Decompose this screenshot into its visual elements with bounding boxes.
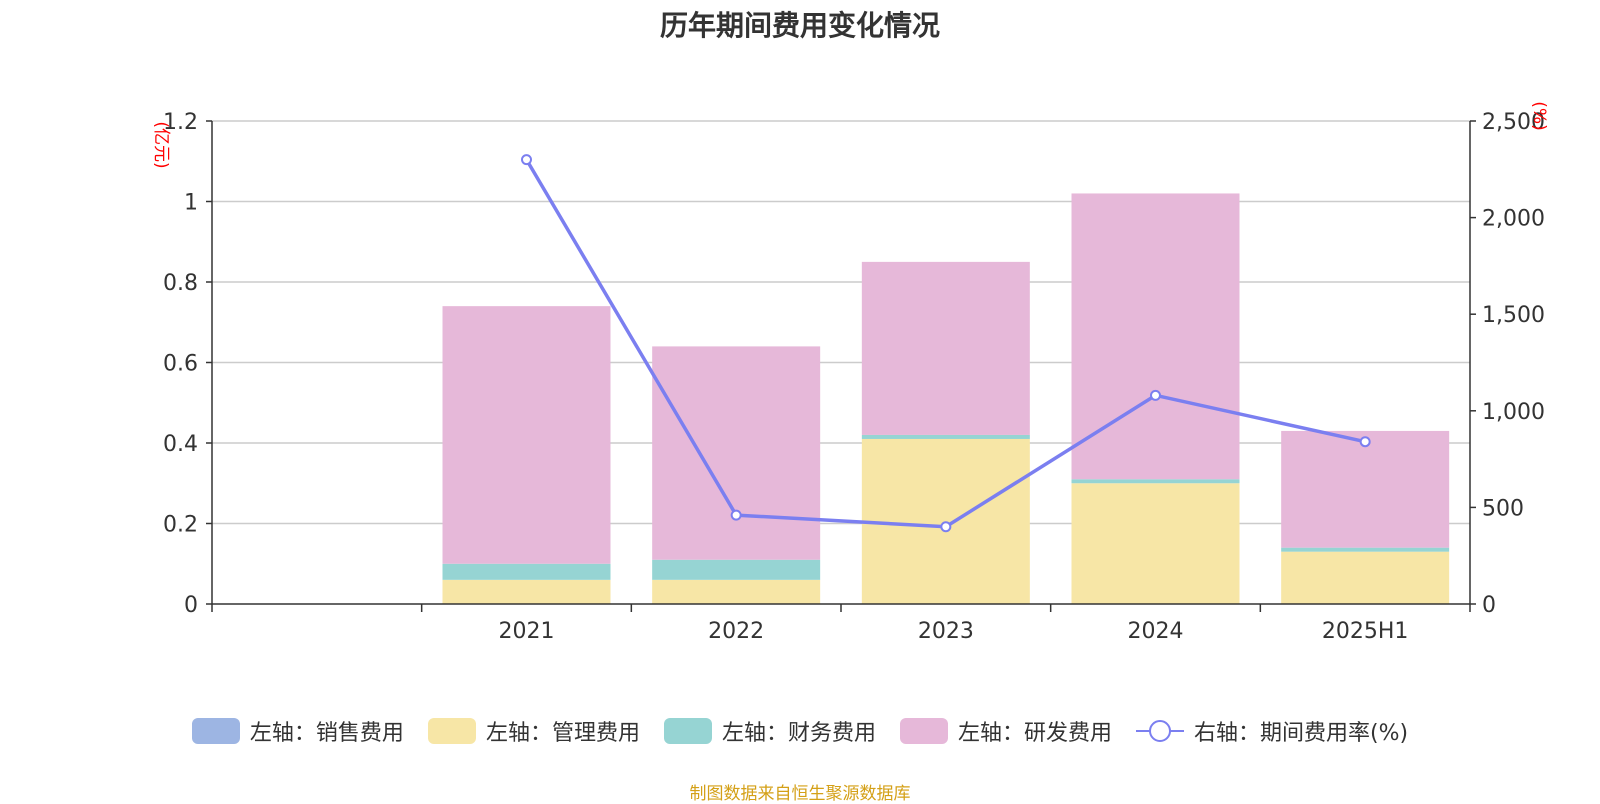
left-axis-tick-label: 0.2 [163, 513, 198, 538]
right-axis-tick-label: 500 [1482, 496, 1524, 521]
bar-segment [442, 579, 611, 604]
legend-label: 左轴：财务费用 [721, 721, 876, 746]
legend-item[interactable]: 左轴：管理费用 [427, 715, 640, 747]
source-note: 制图数据来自恒生聚源数据库 [689, 784, 911, 804]
line-point [730, 509, 742, 521]
left-axis-tick-label: 0 [184, 593, 198, 618]
legend-label: 左轴：管理费用 [485, 721, 640, 746]
left-axis-tick-label: 0.6 [163, 352, 198, 377]
line-point [1150, 389, 1161, 401]
x-axis-tick-label: 2022 [708, 619, 764, 644]
legend: 左轴：销售费用 左轴：管理费用 左轴：财务费用 左轴：研发费用 右轴：期间费用率(%) [0, 715, 1600, 747]
bar-segment [652, 559, 821, 580]
bar-segment [442, 306, 611, 564]
right-axis-tick-label: 1,000 [1482, 400, 1545, 425]
chart-title: 历年期间费用变化情况 [659, 9, 940, 42]
right-axis-unit: (%) [1529, 101, 1549, 130]
legend-label: 左轴：研发费用 [957, 721, 1112, 746]
bar-segment [442, 563, 611, 580]
bar-segment [1071, 479, 1240, 484]
legend-item[interactable]: 左轴：财务费用 [663, 715, 876, 747]
legend-swatch [427, 718, 476, 744]
chart-plot: 0 0.2 0.4 0.6 0.8 1 1.2 0 500 1,000 1,500 2,000 2,50… [151, 101, 1549, 644]
bar-segment [1281, 430, 1450, 548]
left-axis-tick-label: 1 [184, 191, 198, 216]
right-axis-tick-label: 2,500 [1482, 110, 1545, 135]
bar-segment [1281, 547, 1450, 552]
left-axis-tick-label: 0.4 [163, 432, 198, 457]
right-axis-tick-label: 2,000 [1482, 207, 1545, 232]
legend-swatch [191, 718, 240, 744]
bar-segment [652, 579, 821, 604]
legend-item[interactable]: 左轴：销售费用 [191, 715, 404, 747]
x-axis-tick-label: 2024 [1128, 619, 1184, 644]
line-point [940, 521, 952, 533]
right-axis-tick-label: 1,500 [1482, 303, 1545, 328]
bar-segment [652, 346, 821, 560]
legend-label: 右轴：期间费用率(%) [1193, 721, 1409, 746]
bar-segment [1071, 193, 1240, 480]
x-axis-tick-label: 2023 [918, 619, 974, 644]
right-axis-tick-label: 0 [1482, 593, 1496, 618]
legend-swatch [1135, 720, 1184, 742]
left-axis-unit: (亿元) [151, 121, 171, 168]
line-point [521, 154, 532, 166]
left-axis-tick-label: 1.2 [163, 110, 198, 135]
bar-segment [861, 434, 1030, 439]
bar-segment [1071, 483, 1240, 604]
left-axis-tick-label: 0.8 [163, 271, 198, 296]
x-axis-tick-label: 2025H1 [1322, 619, 1409, 644]
legend-item[interactable]: 左轴：研发费用 [899, 715, 1112, 747]
legend-label: 左轴：销售费用 [249, 721, 404, 746]
legend-item[interactable]: 右轴：期间费用率(%) [1135, 715, 1409, 747]
bar-segment [1281, 551, 1450, 604]
x-axis-tick-label: 2021 [499, 619, 555, 644]
line-point [1359, 436, 1371, 448]
bar-segment [861, 261, 1030, 435]
legend-swatch [663, 718, 712, 744]
legend-swatch [899, 718, 948, 744]
